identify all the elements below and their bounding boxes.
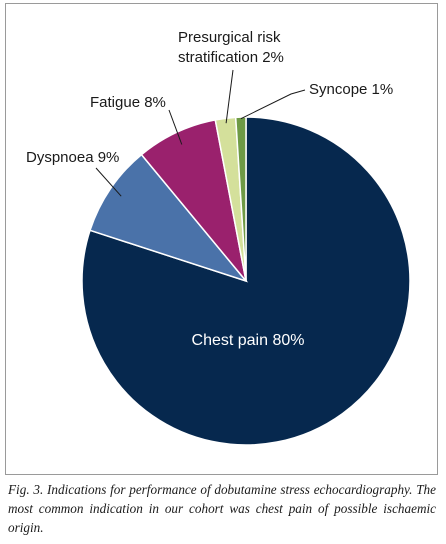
leader-line <box>240 89 306 120</box>
pie-slice <box>89 153 249 283</box>
pie-slice <box>234 116 247 282</box>
slice-label: Presurgical risk stratification 2% <box>178 29 284 66</box>
pie-slice <box>81 116 411 446</box>
slice-label: Dyspnoea 9% <box>26 149 119 166</box>
slice-label: Syncope 1% <box>309 81 393 98</box>
slice-label: Fatigue 8% <box>90 94 166 111</box>
figure-caption: Fig. 3. Indications for performance of d… <box>8 482 436 535</box>
leader-line <box>225 69 234 124</box>
slice-label: Chest pain 80% <box>192 332 305 349</box>
leader-line <box>95 167 122 197</box>
leader-line <box>168 109 183 145</box>
